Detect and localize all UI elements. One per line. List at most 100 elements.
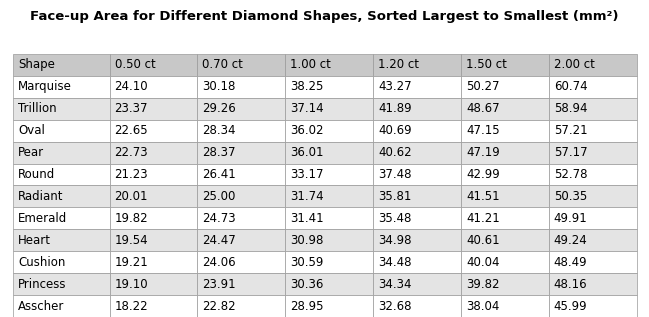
Text: 22.65: 22.65 [114, 124, 148, 137]
Bar [110, 76, 197, 98]
Bar [197, 120, 286, 142]
Text: 36.01: 36.01 [290, 146, 324, 159]
Text: 24.73: 24.73 [202, 212, 236, 225]
Bar [549, 229, 637, 251]
Text: Trillion: Trillion [18, 102, 56, 115]
Bar [13, 120, 110, 142]
Text: 24.10: 24.10 [114, 80, 148, 93]
Bar [286, 251, 373, 273]
Text: 37.14: 37.14 [290, 102, 324, 115]
Text: 31.74: 31.74 [290, 190, 324, 203]
Bar [461, 207, 549, 229]
Bar [110, 207, 197, 229]
Text: 58.94: 58.94 [554, 102, 587, 115]
Text: 40.61: 40.61 [466, 234, 500, 247]
Bar [373, 76, 461, 98]
Bar [373, 120, 461, 142]
Text: 50.35: 50.35 [554, 190, 587, 203]
Text: Shape: Shape [18, 58, 55, 71]
Text: 24.47: 24.47 [202, 234, 236, 247]
Bar [549, 76, 637, 98]
Bar [13, 164, 110, 185]
Text: 20.01: 20.01 [114, 190, 148, 203]
Bar [373, 164, 461, 185]
Bar [549, 273, 637, 295]
Bar [197, 76, 286, 98]
Bar [286, 185, 373, 207]
Text: 30.18: 30.18 [202, 80, 236, 93]
Text: 47.19: 47.19 [466, 146, 500, 159]
Bar [549, 207, 637, 229]
Bar [110, 229, 197, 251]
Text: 25.00: 25.00 [202, 190, 236, 203]
Bar [197, 207, 286, 229]
Bar [197, 164, 286, 185]
Bar [286, 142, 373, 164]
Text: Pear: Pear [18, 146, 44, 159]
Bar [13, 251, 110, 273]
Text: 19.54: 19.54 [114, 234, 148, 247]
Bar [110, 54, 197, 76]
Text: 40.04: 40.04 [466, 256, 500, 269]
Bar [197, 185, 286, 207]
Text: 1.00 ct: 1.00 ct [290, 58, 331, 71]
Text: 35.48: 35.48 [378, 212, 411, 225]
Text: Oval: Oval [18, 124, 45, 137]
Bar [461, 185, 549, 207]
Bar [286, 120, 373, 142]
Bar [461, 295, 549, 317]
Text: 18.22: 18.22 [114, 300, 148, 313]
Bar [373, 98, 461, 120]
Text: 36.02: 36.02 [290, 124, 324, 137]
Text: 49.24: 49.24 [554, 234, 587, 247]
Bar [197, 229, 286, 251]
Bar [373, 295, 461, 317]
Text: 30.36: 30.36 [290, 278, 324, 291]
Text: 41.51: 41.51 [466, 190, 500, 203]
Bar [549, 142, 637, 164]
Text: 30.98: 30.98 [290, 234, 324, 247]
Bar [197, 295, 286, 317]
Bar [373, 229, 461, 251]
Bar [286, 207, 373, 229]
Bar [549, 54, 637, 76]
Bar [286, 54, 373, 76]
Text: 19.82: 19.82 [114, 212, 148, 225]
Bar [13, 76, 110, 98]
Bar [461, 76, 549, 98]
Bar [549, 295, 637, 317]
Text: 48.16: 48.16 [554, 278, 587, 291]
Bar [110, 164, 197, 185]
Text: Marquise: Marquise [18, 80, 72, 93]
Text: 28.37: 28.37 [202, 146, 236, 159]
Bar [13, 142, 110, 164]
Text: Face-up Area for Different Diamond Shapes, Sorted Largest to Smallest (mm²): Face-up Area for Different Diamond Shape… [31, 10, 618, 23]
Bar [197, 142, 286, 164]
Bar [286, 164, 373, 185]
Bar [110, 251, 197, 273]
Bar [461, 120, 549, 142]
Bar [549, 164, 637, 185]
Bar [461, 54, 549, 76]
Text: 41.89: 41.89 [378, 102, 411, 115]
Text: 37.48: 37.48 [378, 168, 411, 181]
Text: 34.48: 34.48 [378, 256, 411, 269]
Text: 26.41: 26.41 [202, 168, 236, 181]
Bar [13, 207, 110, 229]
Text: 28.95: 28.95 [290, 300, 324, 313]
Text: 40.69: 40.69 [378, 124, 411, 137]
Bar [286, 295, 373, 317]
Text: 0.50 ct: 0.50 ct [114, 58, 155, 71]
Text: 40.62: 40.62 [378, 146, 411, 159]
Text: 19.10: 19.10 [114, 278, 148, 291]
Bar [461, 273, 549, 295]
Text: 41.21: 41.21 [466, 212, 500, 225]
Bar [461, 229, 549, 251]
Bar [286, 76, 373, 98]
Text: 31.41: 31.41 [290, 212, 324, 225]
Text: 57.21: 57.21 [554, 124, 587, 137]
Bar [13, 295, 110, 317]
Bar [197, 54, 286, 76]
Bar [13, 54, 110, 76]
Text: 38.25: 38.25 [290, 80, 324, 93]
